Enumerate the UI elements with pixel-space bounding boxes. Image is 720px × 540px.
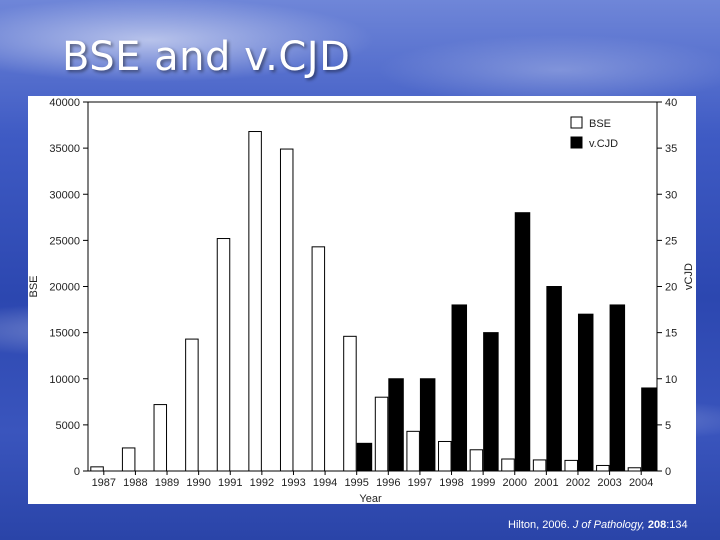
x-tick-label: 1996 (376, 477, 400, 489)
bar-vcjd-2004 (641, 387, 657, 472)
x-tick-label: 1990 (186, 477, 210, 489)
y-right-tick-label: 10 (665, 374, 677, 386)
x-tick-label: 1991 (218, 477, 242, 489)
bar-vcjd-1998 (451, 304, 468, 472)
bar-vcjd-2001 (546, 286, 562, 472)
x-tick-label: 1997 (408, 477, 432, 489)
bar-vcjd-1996 (388, 378, 404, 472)
citation-pages: :134 (666, 519, 688, 531)
bar-bse-2000 (501, 458, 515, 472)
y-left-tick-label: 10000 (49, 374, 80, 386)
bar-bse-1991 (216, 238, 231, 472)
y-right-tick-label: 15 (665, 328, 677, 340)
citation-volume: 208 (647, 519, 667, 531)
y-left-tick-label: 15000 (49, 328, 80, 340)
bar-vcjd-2002 (577, 313, 594, 472)
bar-vcjd-2003 (609, 304, 626, 472)
bar-vcjd-2000 (514, 212, 531, 472)
citation: Hilton, 2006. J of Pathology, 208:134 (508, 519, 688, 531)
bar-bse-1996 (374, 396, 389, 472)
y-right-tick-label: 35 (665, 143, 677, 155)
legend-label-vcjd: v.CJD (589, 138, 618, 150)
bar-bse-1999 (469, 449, 484, 472)
x-tick-label: 1994 (313, 477, 337, 489)
x-tick-label: 2003 (597, 477, 621, 489)
x-tick-label: 1989 (155, 477, 179, 489)
citation-journal: J of Pathology, (572, 519, 645, 531)
chart-panel: 0 5000 10000 15000 20000 25000 30000 35000 40000… (28, 96, 696, 504)
x-tick-label: 2004 (629, 477, 653, 489)
bar-bse-1988 (121, 447, 136, 472)
x-tick-label: 1988 (123, 477, 147, 489)
bar-bse-1998 (438, 440, 452, 472)
legend-swatch-bse (570, 116, 583, 129)
y-left-tick-label: 40000 (49, 97, 80, 109)
x-tick-label: 1992 (250, 477, 274, 489)
y-left-tick-label: 5000 (56, 420, 80, 432)
x-tick-label: 1993 (281, 477, 305, 489)
y-right-tick-label: 25 (665, 235, 677, 247)
bar-bse-1995 (343, 335, 357, 472)
plot-frame (87, 101, 658, 472)
legend-label-bse: BSE (589, 118, 611, 130)
x-tick-label: 1999 (471, 477, 495, 489)
bar-bse-2002 (564, 459, 578, 472)
x-tick-label: 2000 (503, 477, 527, 489)
x-axis-label: Year (359, 493, 382, 504)
bar-bse-2003 (596, 464, 610, 472)
bar-vcjd-1995 (356, 442, 373, 472)
y-left-tick-label: 30000 (49, 189, 80, 201)
bar-vcjd-1997 (419, 378, 436, 472)
bar-bse-2004 (627, 467, 642, 472)
y-left-tick-label: 20000 (49, 282, 80, 294)
bar-bse-1992 (248, 131, 262, 472)
y-right-tick-label: 0 (665, 466, 671, 478)
bar-bse-1987 (90, 466, 104, 472)
y-left-tick-label: 35000 (49, 143, 80, 155)
y-right-tick-label: 30 (665, 189, 677, 201)
x-tick-label: 2002 (566, 477, 590, 489)
y-right-axis-label: vCJD (683, 263, 695, 290)
y-left-tick-label: 0 (74, 466, 80, 478)
legend-swatch-vcjd (570, 136, 583, 149)
bar-bse-2001 (532, 459, 547, 472)
x-tick-label: 1987 (92, 477, 116, 489)
y-left-axis-label: BSE (28, 275, 40, 297)
bar-chart: 0500010000150002000025000300003500040000… (28, 97, 695, 504)
y-right-tick-label: 5 (665, 420, 671, 432)
bar-bse-1997 (406, 430, 420, 472)
citation-author-year: Hilton, 2006. (508, 519, 570, 531)
bar-bse-1990 (185, 338, 199, 472)
y-right-tick-label: 40 (665, 97, 677, 109)
x-tick-label: 1998 (439, 477, 463, 489)
slide-title: BSE and v.CJD (62, 34, 351, 80)
bar-bse-1994 (311, 246, 326, 472)
y-right-tick-label: 20 (665, 282, 677, 294)
bar-vcjd-1999 (483, 332, 499, 472)
bar-bse-1989 (153, 404, 168, 472)
x-tick-label: 2001 (534, 477, 558, 489)
x-tick-label: 1995 (344, 477, 368, 489)
y-left-tick-label: 25000 (49, 235, 80, 247)
bar-bse-1993 (279, 148, 294, 472)
